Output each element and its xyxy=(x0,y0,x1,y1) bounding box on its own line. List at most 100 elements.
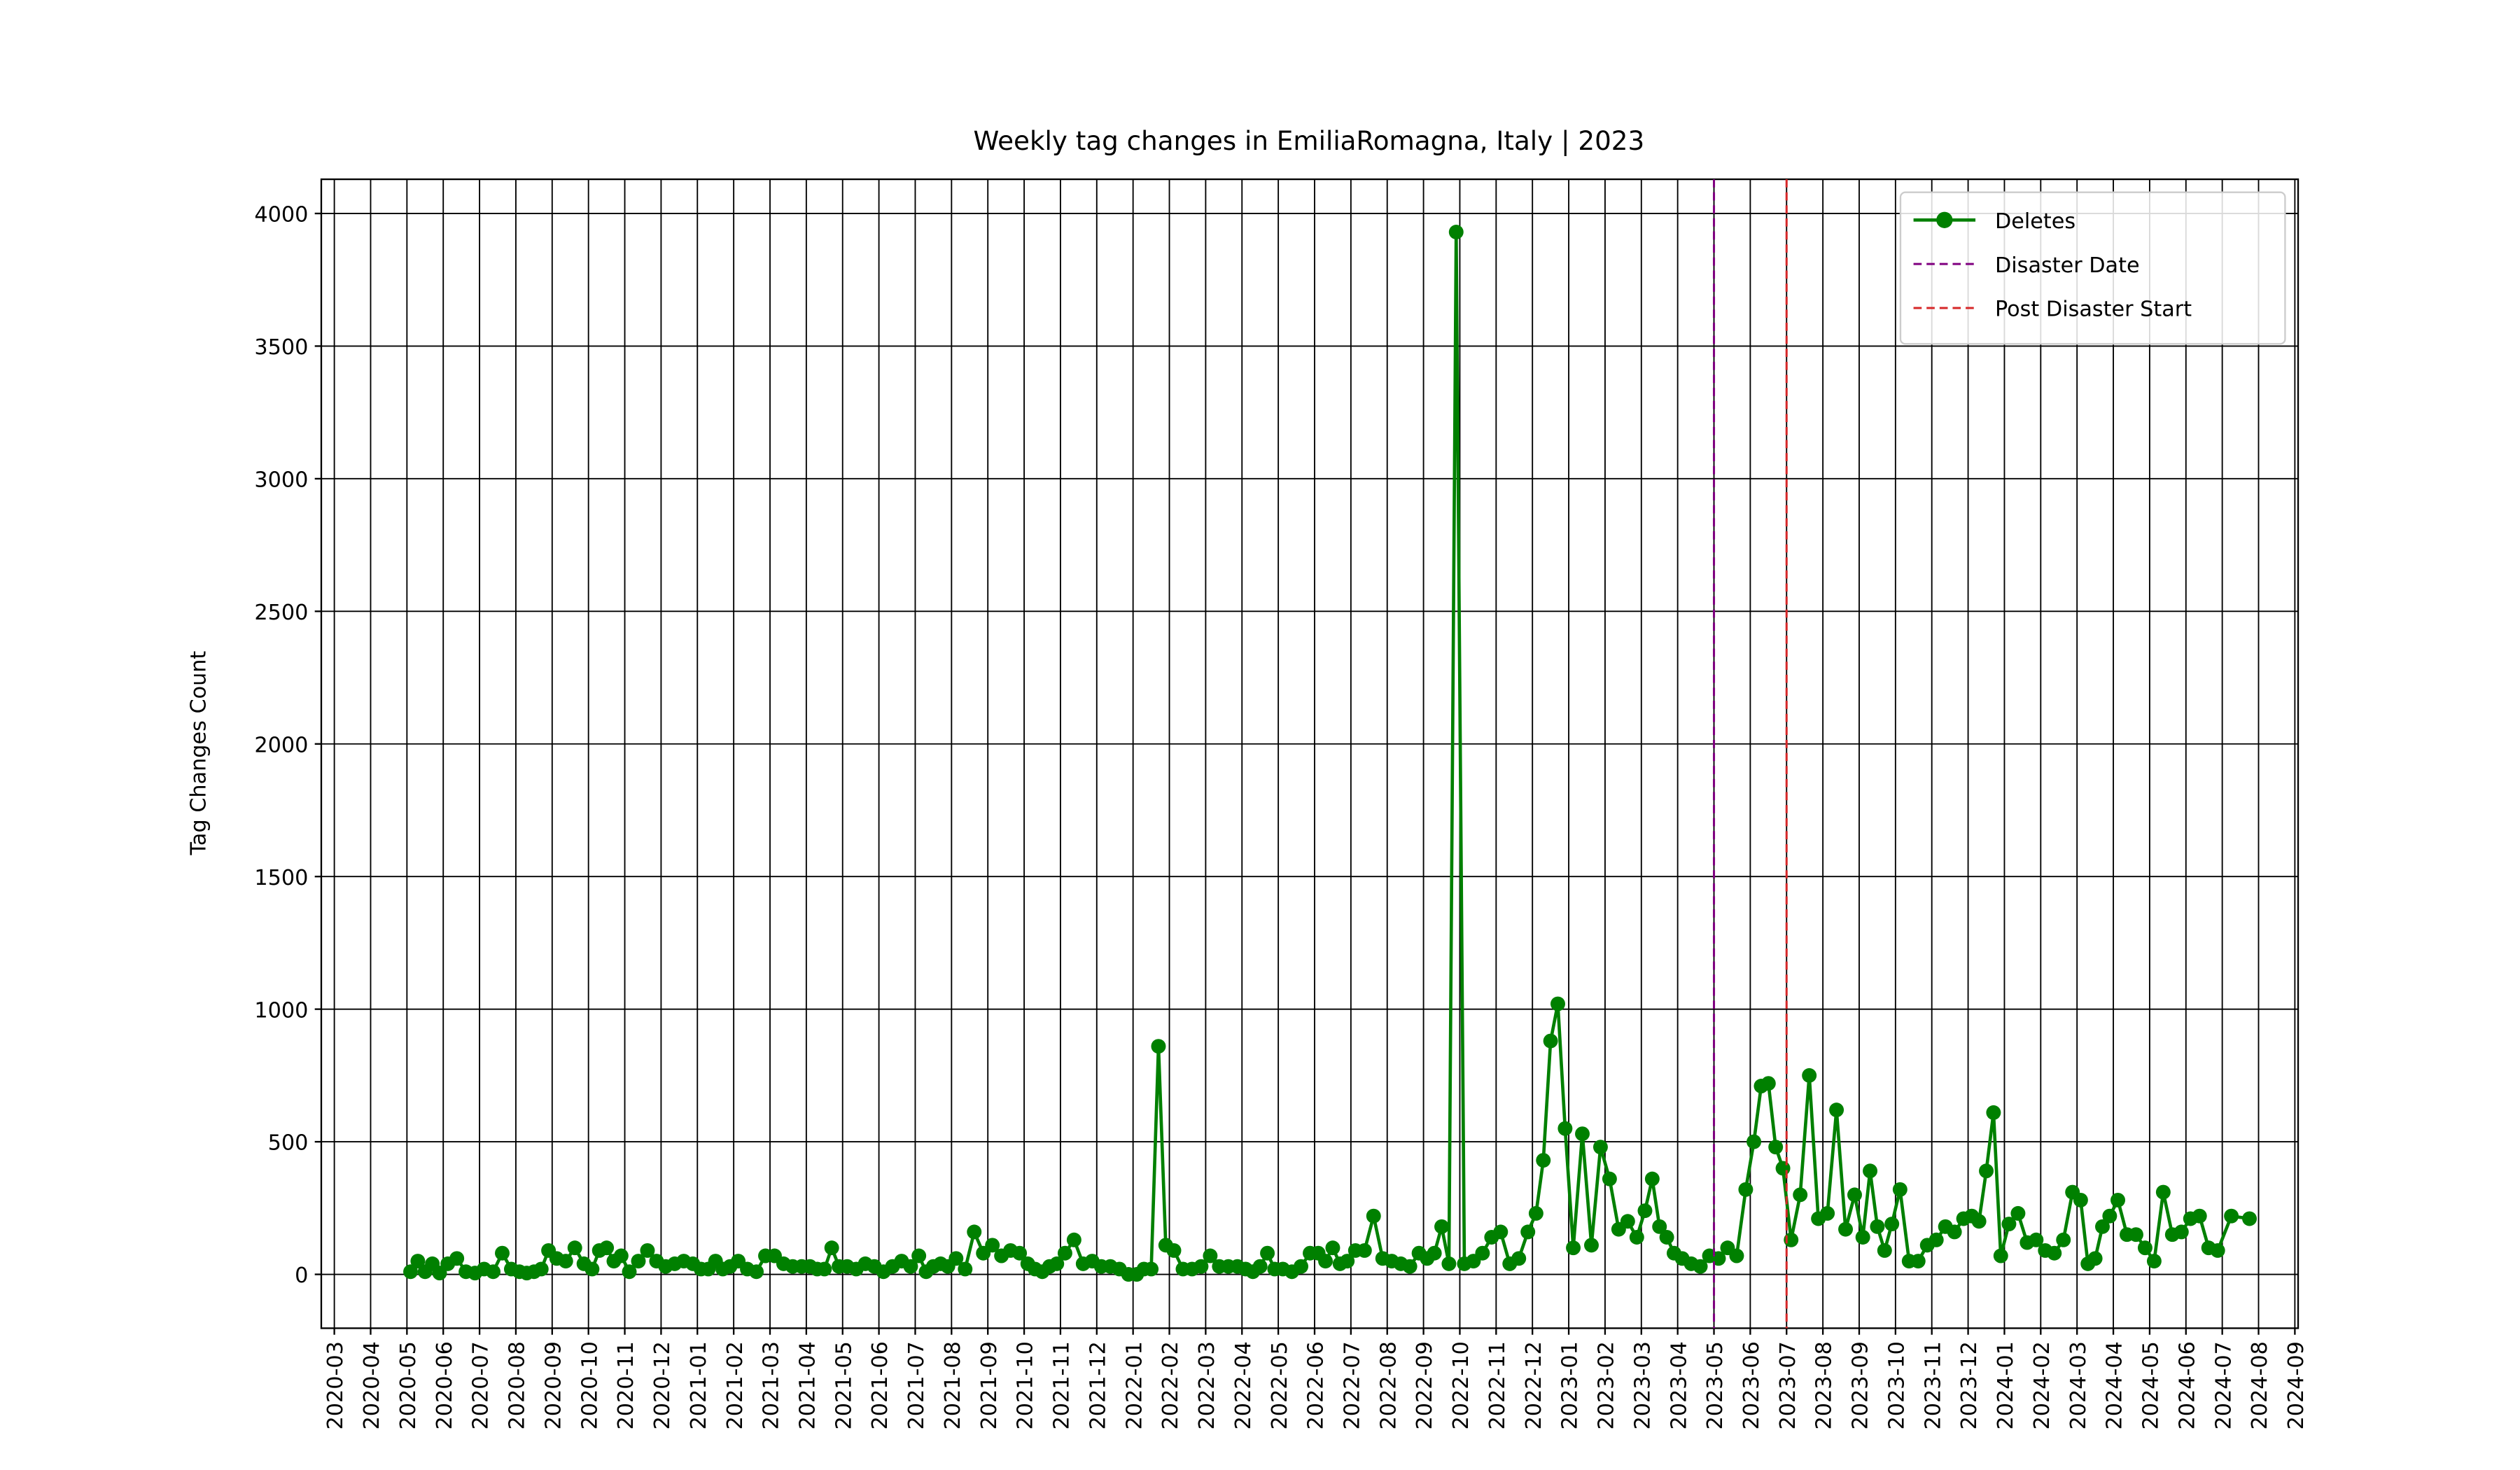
x-tick-label: 2021-04 xyxy=(796,1341,820,1429)
x-tick-label: 2021-08 xyxy=(941,1341,965,1429)
data-point xyxy=(2137,1240,2152,1256)
data-point xyxy=(903,1259,918,1274)
data-point xyxy=(1325,1240,1340,1256)
x-tick-label: 2022-06 xyxy=(1304,1341,1329,1429)
data-point xyxy=(1340,1254,1355,1269)
x-tick-label: 2020-03 xyxy=(323,1341,348,1429)
data-point xyxy=(2047,1245,2062,1261)
data-point xyxy=(967,1224,982,1240)
x-tick-label: 2023-06 xyxy=(1740,1341,1764,1429)
data-point xyxy=(1947,1224,1962,1240)
data-point xyxy=(1802,1068,1817,1083)
data-point xyxy=(533,1261,549,1277)
data-point xyxy=(2073,1192,2088,1208)
data-point xyxy=(1441,1256,1457,1271)
x-tick-label: 2022-08 xyxy=(1376,1341,1401,1429)
data-point xyxy=(1847,1187,1862,1203)
data-point xyxy=(1877,1242,1892,1258)
data-point xyxy=(1575,1126,1590,1142)
data-point xyxy=(1427,1245,1442,1261)
data-point xyxy=(1971,1214,1987,1229)
data-point xyxy=(1659,1230,1674,1245)
x-tick-label: 2020-05 xyxy=(396,1341,421,1429)
x-tick-label: 2020-08 xyxy=(505,1341,530,1429)
data-point xyxy=(1144,1261,1159,1277)
data-point xyxy=(1366,1208,1381,1224)
data-point xyxy=(2087,1251,2103,1266)
x-tick-label: 2024-04 xyxy=(2103,1341,2127,1429)
legend-label: Deletes xyxy=(1995,209,2076,234)
data-point xyxy=(1151,1039,1166,1054)
data-point xyxy=(1637,1203,1653,1219)
data-point xyxy=(1558,1121,1573,1136)
data-point xyxy=(631,1254,646,1269)
x-tick-label: 2023-12 xyxy=(1957,1341,1982,1429)
data-point xyxy=(1057,1245,1072,1261)
x-tick-label: 2024-05 xyxy=(2139,1341,2164,1429)
x-tick-label: 2023-07 xyxy=(1776,1341,1800,1429)
data-point xyxy=(640,1242,655,1258)
data-point xyxy=(824,1240,839,1256)
data-point xyxy=(1536,1153,1551,1168)
x-tick-label: 2020-07 xyxy=(469,1341,493,1429)
x-tick-label: 2024-09 xyxy=(2284,1341,2309,1429)
chart-title: Weekly tag changes in EmiliaRomagna, Ita… xyxy=(973,125,1644,157)
data-point xyxy=(1820,1205,1835,1221)
data-line xyxy=(409,232,2250,1276)
data-point xyxy=(495,1245,510,1261)
x-tick-label: 2023-09 xyxy=(1849,1341,1873,1429)
data-point xyxy=(817,1261,832,1277)
x-tick-label: 2021-01 xyxy=(687,1341,711,1429)
data-point xyxy=(1760,1076,1776,1091)
legend-marker xyxy=(1936,211,1953,228)
data-point xyxy=(1910,1254,1926,1269)
data-point xyxy=(2001,1217,2017,1232)
y-tick-label: 3500 xyxy=(254,335,308,360)
data-point xyxy=(1870,1219,1885,1234)
data-point xyxy=(2210,1242,2225,1258)
x-tick-label: 2021-02 xyxy=(723,1341,748,1429)
x-tick-label: 2023-01 xyxy=(1558,1341,1583,1429)
x-tick-label: 2024-03 xyxy=(2066,1341,2091,1429)
x-tick-label: 2021-10 xyxy=(1014,1341,1038,1429)
data-point xyxy=(558,1254,573,1269)
data-point xyxy=(2010,1205,2026,1221)
data-point xyxy=(1884,1217,1900,1232)
x-tick-label: 2024-06 xyxy=(2175,1341,2199,1429)
y-tick-label: 3000 xyxy=(254,468,308,493)
y-axis-label: Tag Changes Count xyxy=(187,651,211,856)
data-point xyxy=(1194,1259,1209,1274)
data-point xyxy=(1448,225,1464,239)
x-tick-label: 2020-09 xyxy=(541,1341,566,1429)
x-tick-label: 2024-02 xyxy=(2030,1341,2054,1429)
data-point xyxy=(403,1264,419,1280)
x-tick-label: 2021-12 xyxy=(1086,1341,1110,1429)
x-tick-label: 2022-10 xyxy=(1449,1341,1474,1429)
x-tick-label: 2023-05 xyxy=(1703,1341,1728,1429)
data-point xyxy=(622,1264,637,1280)
data-point xyxy=(749,1264,764,1280)
data-point xyxy=(1729,1248,1744,1264)
data-point xyxy=(2174,1224,2189,1240)
data-point xyxy=(1629,1230,1644,1245)
x-tick-label: 2023-10 xyxy=(1884,1341,1909,1429)
data-point xyxy=(1402,1259,1418,1274)
x-tick-label: 2021-05 xyxy=(832,1341,856,1429)
data-point xyxy=(1294,1259,1309,1274)
x-tick-label: 2023-08 xyxy=(1812,1341,1837,1429)
y-tick-label: 1000 xyxy=(254,998,308,1023)
data-point xyxy=(1602,1171,1617,1186)
x-tick-label: 2024-08 xyxy=(2248,1341,2272,1429)
data-point xyxy=(1049,1256,1065,1271)
y-tick-label: 4000 xyxy=(254,203,308,227)
data-point xyxy=(1528,1205,1544,1221)
data-point xyxy=(1252,1259,1268,1274)
data-point xyxy=(1260,1245,1275,1261)
legend-label: Disaster Date xyxy=(1995,253,2140,278)
data-point xyxy=(1566,1240,1581,1256)
legend-box xyxy=(1899,191,2286,345)
x-tick-label: 2022-12 xyxy=(1522,1341,1546,1429)
x-tick-label: 2020-06 xyxy=(433,1341,457,1429)
x-tick-label: 2022-03 xyxy=(1195,1341,1219,1429)
